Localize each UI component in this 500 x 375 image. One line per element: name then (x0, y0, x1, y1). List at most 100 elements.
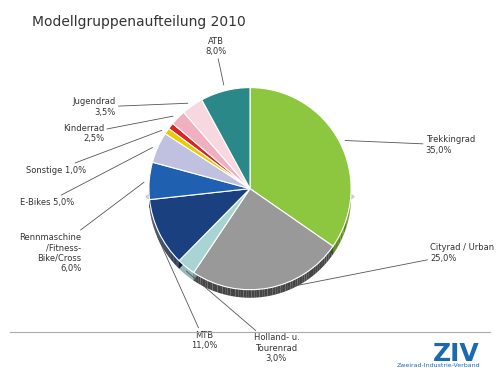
Polygon shape (194, 273, 196, 282)
Polygon shape (238, 289, 241, 297)
Polygon shape (344, 223, 345, 235)
Polygon shape (215, 284, 218, 292)
Polygon shape (337, 237, 339, 248)
Polygon shape (278, 285, 280, 294)
Polygon shape (254, 290, 257, 298)
Polygon shape (324, 255, 326, 265)
Polygon shape (165, 243, 166, 252)
Polygon shape (315, 264, 317, 274)
Polygon shape (150, 189, 250, 208)
Polygon shape (172, 254, 174, 263)
Ellipse shape (146, 188, 354, 205)
Polygon shape (241, 289, 244, 297)
Polygon shape (230, 288, 233, 296)
Polygon shape (178, 260, 179, 269)
Polygon shape (321, 259, 323, 268)
Polygon shape (300, 275, 302, 285)
Polygon shape (200, 277, 203, 286)
Polygon shape (250, 189, 333, 254)
Polygon shape (250, 189, 333, 254)
Polygon shape (212, 282, 215, 291)
Polygon shape (333, 243, 335, 254)
Polygon shape (293, 279, 295, 288)
Polygon shape (166, 245, 167, 254)
Wedge shape (149, 162, 250, 200)
Text: Kinderrad
2,5%: Kinderrad 2,5% (63, 116, 173, 143)
Wedge shape (184, 100, 250, 189)
Polygon shape (194, 189, 250, 280)
Polygon shape (257, 289, 260, 297)
Polygon shape (319, 261, 321, 270)
Text: Sonstige 1,0%: Sonstige 1,0% (26, 130, 162, 175)
Polygon shape (252, 290, 254, 298)
Polygon shape (225, 286, 228, 295)
Polygon shape (175, 256, 176, 265)
Polygon shape (163, 240, 164, 249)
Polygon shape (342, 226, 344, 238)
Polygon shape (210, 282, 212, 291)
Polygon shape (309, 269, 311, 279)
Polygon shape (194, 189, 250, 280)
Polygon shape (283, 283, 286, 292)
Polygon shape (249, 290, 252, 298)
Polygon shape (244, 290, 246, 298)
Polygon shape (335, 240, 337, 251)
Polygon shape (260, 289, 262, 297)
Polygon shape (164, 242, 165, 252)
Polygon shape (304, 272, 306, 282)
Polygon shape (286, 282, 288, 291)
Polygon shape (346, 216, 348, 228)
Polygon shape (328, 251, 330, 261)
Wedge shape (179, 189, 250, 273)
Polygon shape (246, 290, 249, 298)
Polygon shape (339, 233, 340, 245)
Polygon shape (161, 236, 162, 245)
Polygon shape (330, 248, 332, 259)
Polygon shape (169, 249, 170, 258)
Wedge shape (194, 189, 333, 290)
Polygon shape (276, 286, 278, 294)
Text: Trekkingrad
35,0%: Trekkingrad 35,0% (345, 135, 475, 155)
Polygon shape (323, 256, 324, 267)
Polygon shape (220, 285, 222, 294)
Polygon shape (306, 271, 309, 280)
Text: ZIV: ZIV (433, 342, 480, 366)
Polygon shape (265, 288, 268, 297)
Polygon shape (168, 248, 169, 257)
Polygon shape (295, 278, 298, 287)
Polygon shape (311, 268, 313, 277)
Polygon shape (288, 281, 290, 290)
Wedge shape (172, 112, 250, 189)
Polygon shape (159, 232, 160, 241)
Polygon shape (268, 288, 270, 296)
Polygon shape (179, 189, 250, 269)
Polygon shape (170, 251, 171, 260)
Polygon shape (340, 230, 342, 242)
Polygon shape (345, 220, 346, 231)
Wedge shape (152, 134, 250, 189)
Wedge shape (169, 123, 250, 189)
Polygon shape (280, 284, 283, 293)
Text: Jugendrad
3,5%: Jugendrad 3,5% (72, 98, 188, 117)
Polygon shape (233, 288, 235, 297)
Polygon shape (162, 239, 163, 249)
Text: Zweirad-Industrie-Verband: Zweirad-Industrie-Verband (396, 363, 480, 368)
Polygon shape (205, 279, 208, 288)
Polygon shape (272, 286, 276, 295)
Polygon shape (228, 287, 230, 296)
Polygon shape (198, 275, 200, 285)
Text: Modellgruppenaufteilung 2010: Modellgruppenaufteilung 2010 (32, 15, 246, 29)
Text: Holland- u.
Tourenrad
3,0%: Holland- u. Tourenrad 3,0% (186, 271, 300, 363)
Polygon shape (179, 189, 250, 269)
Polygon shape (150, 189, 250, 208)
Polygon shape (326, 253, 328, 263)
Polygon shape (208, 280, 210, 290)
Polygon shape (349, 205, 350, 217)
Wedge shape (202, 88, 250, 189)
Polygon shape (348, 209, 349, 220)
Polygon shape (160, 236, 161, 244)
Polygon shape (196, 274, 198, 284)
Text: MTB
11,0%: MTB 11,0% (158, 237, 217, 350)
Text: Cityrad / Urban
25,0%: Cityrad / Urban 25,0% (272, 243, 494, 290)
Polygon shape (174, 255, 175, 264)
